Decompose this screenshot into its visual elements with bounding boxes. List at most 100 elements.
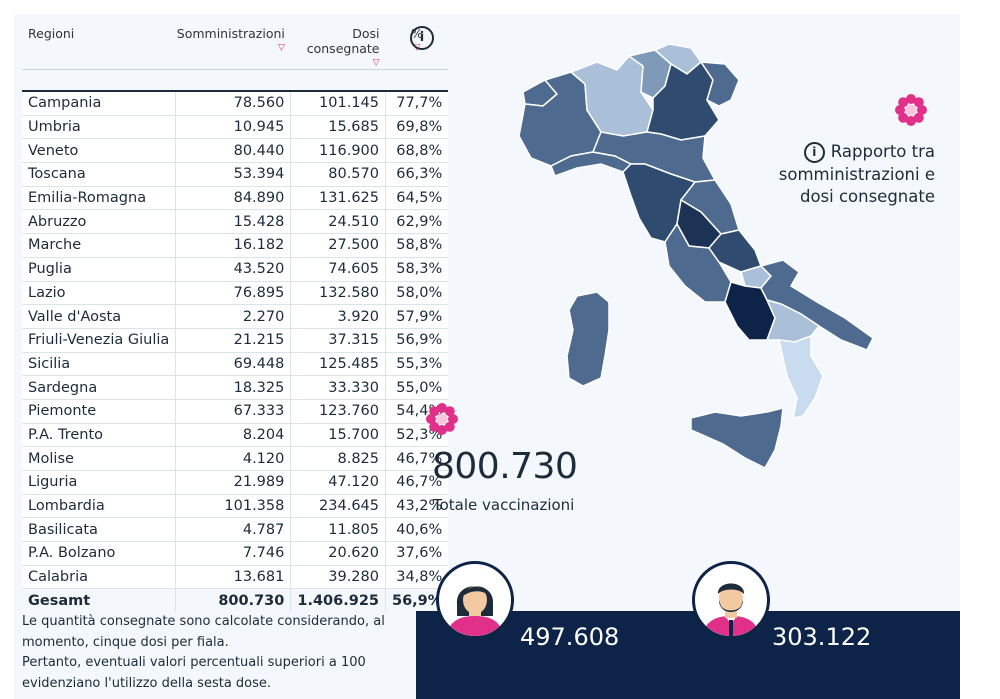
somministrazioni-cell: 101.358 (175, 494, 291, 519)
footnote: Le quantità consegnate sono calcolate co… (22, 614, 385, 691)
header-somministrazioni[interactable]: Somministrazioni ▽ (175, 18, 291, 70)
table-row[interactable]: Molise 4.120 8.825 46,7% (22, 446, 449, 471)
table-row[interactable]: Umbria 10.945 15.685 69,8% (22, 115, 449, 140)
header-regioni[interactable]: Regioni (22, 18, 176, 70)
total-percent-cell: 56,9% (385, 588, 449, 613)
table-row[interactable]: Liguria 21.989 47.120 46,7% (22, 470, 449, 495)
sort-icon[interactable]: ▽ (372, 58, 380, 68)
region-name-cell: Friuli-Venezia Giulia (22, 328, 176, 353)
percent-cell: 40,6% (385, 517, 449, 543)
table-total-row: Gesamt 800.730 1.406.925 56,9% (22, 588, 449, 613)
region-name-cell: Toscana (22, 162, 176, 187)
region-sicilia[interactable] (690, 407, 784, 469)
region-name-cell: Lombardia (22, 494, 176, 519)
table-row[interactable]: Lazio 76.895 132.580 58,0% (22, 281, 449, 306)
map-legend-title: i Rapporto tra somministrazioni e dosi co… (778, 142, 935, 206)
somministrazioni-cell: 76.895 (175, 281, 291, 306)
somministrazioni-cell: 69.448 (175, 352, 291, 377)
percent-cell: 77,7% (385, 91, 449, 116)
region-friuli-venezia-giulia[interactable] (699, 61, 740, 107)
total-somministrazioni-cell: 800.730 (175, 588, 291, 613)
table-row[interactable]: Veneto 80.440 116.900 68,8% (22, 138, 449, 164)
dosi-consegnate-cell: 39.280 (290, 565, 386, 590)
dosi-consegnate-cell: 3.920 (290, 304, 386, 329)
flower-icon (895, 94, 927, 126)
woman-avatar-icon (436, 561, 514, 639)
percent-cell: 55,0% (385, 375, 449, 400)
percent-cell: 68,8% (385, 138, 449, 164)
region-name-cell: Piemonte (22, 399, 176, 424)
region-sardegna[interactable] (566, 291, 610, 387)
somministrazioni-cell: 84.890 (175, 186, 291, 211)
somministrazioni-cell: 21.989 (175, 470, 291, 495)
somministrazioni-cell: 67.333 (175, 399, 291, 424)
percent-cell: 64,5% (385, 186, 449, 211)
region-name-cell: Liguria (22, 470, 176, 495)
somministrazioni-cell: 78.560 (175, 91, 291, 116)
table-row[interactable]: Friuli-Venezia Giulia 21.215 37.315 56,9% (22, 328, 449, 353)
info-icon[interactable]: i (803, 142, 825, 163)
header-dosi-consegnate[interactable]: Dosi consegnate ▽ (290, 18, 386, 70)
percent-cell: 56,9% (385, 328, 449, 353)
dosi-consegnate-cell: 123.760 (290, 399, 386, 424)
table-row[interactable]: Basilicata 4.787 11.805 40,6% (22, 517, 449, 543)
table-row[interactable]: Valle d'Aosta 2.270 3.920 57,9% (22, 304, 449, 329)
region-calabria[interactable] (778, 334, 824, 419)
dosi-consegnate-cell: 11.805 (290, 517, 386, 543)
region-name-cell: Veneto (22, 138, 176, 164)
table-row[interactable]: Abruzzo 15.428 24.510 62,9% (22, 209, 449, 235)
table-row[interactable]: Sardegna 18.325 33.330 55,0% (22, 375, 449, 400)
somministrazioni-cell: 4.120 (175, 446, 291, 471)
table-row[interactable]: Toscana 53.394 80.570 66,3% (22, 162, 449, 187)
table-row[interactable]: Puglia 43.520 74.605 58,3% (22, 257, 449, 282)
somministrazioni-cell: 16.182 (175, 233, 291, 258)
dosi-consegnate-cell: 101.145 (290, 91, 386, 116)
region-name-cell: Sardegna (22, 375, 176, 400)
table-row[interactable]: Calabria 13.681 39.280 34,8% (22, 565, 449, 590)
somministrazioni-cell: 7.746 (175, 541, 291, 566)
total-label-cell: Gesamt (22, 588, 176, 613)
table-row[interactable]: P.A. Trento 8.204 15.700 52,3% (22, 423, 449, 448)
region-name-cell: P.A. Trento (22, 423, 176, 448)
dosi-consegnate-cell: 37.315 (290, 328, 386, 353)
region-name-cell: Sicilia (22, 352, 176, 377)
region-name-cell: Valle d'Aosta (22, 304, 176, 329)
man-avatar-icon (692, 561, 770, 639)
dosi-consegnate-cell: 33.330 (290, 375, 386, 400)
dosi-consegnate-cell: 27.500 (290, 233, 386, 258)
somministrazioni-cell: 8.204 (175, 423, 291, 448)
percent-cell: 37,6% (385, 541, 449, 566)
somministrazioni-cell: 10.945 (175, 115, 291, 140)
table-row[interactable]: Campania 78.560 101.145 77,7% (22, 91, 449, 116)
table-row[interactable]: Marche 16.182 27.500 58,8% (22, 233, 449, 258)
flower-icon (426, 403, 458, 435)
dosi-consegnate-cell: 131.625 (290, 186, 386, 211)
percent-cell: 46,7% (385, 446, 449, 471)
table-row[interactable]: Lombardia 101.358 234.645 43,2% (22, 494, 449, 519)
table-row[interactable]: Sicilia 69.448 125.485 55,3% (22, 352, 449, 377)
somministrazioni-cell: 2.270 (175, 304, 291, 329)
region-puglia[interactable] (759, 259, 874, 351)
percent-cell: 69,8% (385, 115, 449, 140)
percent-cell: 55,3% (385, 352, 449, 377)
somministrazioni-cell: 21.215 (175, 328, 291, 353)
dosi-consegnate-cell: 132.580 (290, 281, 386, 306)
percent-cell: 58,8% (385, 233, 449, 258)
dosi-consegnate-cell: 116.900 (290, 138, 386, 164)
table-row[interactable]: Emilia-Romagna 84.890 131.625 64,5% (22, 186, 449, 211)
dosi-consegnate-cell: 20.620 (290, 541, 386, 566)
info-icon[interactable]: i (410, 26, 434, 50)
dosi-consegnate-cell: 15.685 (290, 115, 386, 140)
region-name-cell: Campania (22, 91, 176, 116)
sort-icon[interactable]: ▽ (277, 43, 285, 53)
regions-table: Regioni Somministrazioni ▽ Dosi consegnat… (22, 18, 449, 613)
region-name-cell: Molise (22, 446, 176, 471)
dosi-consegnate-cell: 125.485 (290, 352, 386, 377)
percent-cell: 62,9% (385, 209, 449, 235)
table-row[interactable]: P.A. Bolzano 7.746 20.620 37,6% (22, 541, 449, 566)
somministrazioni-cell: 53.394 (175, 162, 291, 187)
percent-cell: 58,3% (385, 257, 449, 282)
table-row[interactable]: Piemonte 67.333 123.760 54,4% (22, 399, 449, 424)
region-name-cell: Puglia (22, 257, 176, 282)
dosi-consegnate-cell: 8.825 (290, 446, 386, 471)
